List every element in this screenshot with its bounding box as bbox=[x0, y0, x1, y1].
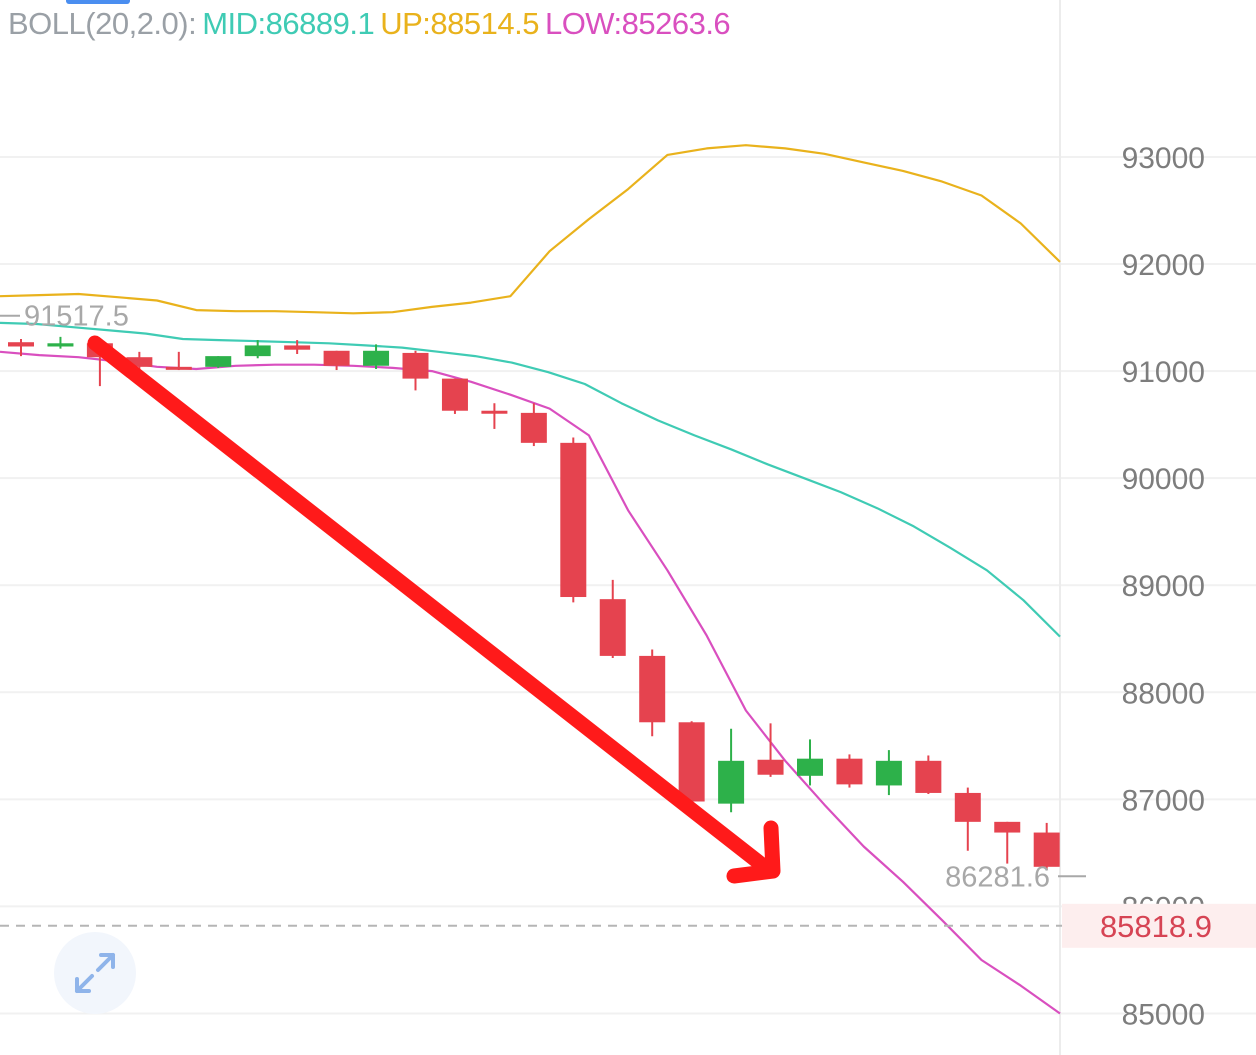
candle-body bbox=[718, 760, 745, 804]
boll-upper-line bbox=[0, 144, 1061, 315]
candle-body bbox=[599, 599, 626, 656]
expand-chart-button[interactable] bbox=[54, 932, 136, 1014]
candle-body bbox=[757, 759, 784, 775]
candle-body bbox=[441, 378, 468, 411]
candle-11 bbox=[402, 350, 429, 391]
candle-17 bbox=[639, 649, 666, 737]
candle-body bbox=[323, 350, 350, 366]
candle-9 bbox=[323, 350, 350, 371]
candle-1 bbox=[8, 339, 34, 357]
candle-body bbox=[678, 722, 705, 802]
candle-4 bbox=[126, 351, 153, 369]
candlesticks bbox=[8, 336, 1060, 871]
price-axis: 9300092000910009000089000880008700086000… bbox=[1122, 142, 1205, 1031]
candle-body bbox=[1033, 832, 1060, 867]
price-tick-90000: 90000 bbox=[1122, 463, 1205, 496]
price-tick-93000: 93000 bbox=[1122, 142, 1205, 175]
candle-14 bbox=[520, 403, 547, 447]
price-tick-92000: 92000 bbox=[1122, 249, 1205, 282]
candle-27 bbox=[1033, 822, 1060, 871]
candle-body bbox=[244, 345, 271, 357]
candle-body bbox=[520, 412, 547, 443]
candle-26 bbox=[994, 821, 1021, 864]
candle-body bbox=[402, 352, 429, 379]
candle-body bbox=[284, 345, 311, 350]
candle-5 bbox=[165, 351, 192, 371]
candle-19 bbox=[718, 728, 745, 813]
candle-body bbox=[994, 821, 1021, 833]
boll-upper-value: UP:88514.5 bbox=[380, 6, 539, 41]
candle-body bbox=[560, 442, 587, 598]
boll-lower-value: LOW:85263.6 bbox=[544, 6, 731, 41]
candle-body bbox=[875, 760, 902, 786]
candle-body bbox=[126, 357, 153, 367]
candle-23 bbox=[875, 750, 902, 796]
bollinger-bands bbox=[0, 144, 1061, 1015]
downtrend-arrow bbox=[87, 335, 781, 884]
price-tick-87000: 87000 bbox=[1122, 784, 1205, 817]
downtrend-arrow-shaft bbox=[87, 335, 774, 876]
boll-indicator-header: BOLL(20,2.0): MID:86889.1 UP:88514.5 LOW:85… bbox=[8, 6, 736, 42]
current-price-label: 85818.9 bbox=[1100, 909, 1212, 944]
grid-lines bbox=[0, 156, 1256, 1015]
candle-21 bbox=[797, 739, 823, 786]
price-tick-89000: 89000 bbox=[1122, 570, 1205, 603]
candle-body bbox=[836, 758, 863, 785]
candle-13 bbox=[481, 403, 508, 429]
boll-indicator-name: BOLL(20,2.0): bbox=[8, 6, 197, 41]
candle-10 bbox=[363, 344, 390, 369]
price-tick-85000: 85000 bbox=[1122, 998, 1205, 1031]
candle-7 bbox=[244, 340, 271, 359]
candle-8 bbox=[284, 340, 311, 354]
candle-18 bbox=[678, 721, 705, 804]
candle-12 bbox=[441, 378, 468, 414]
candle-body bbox=[481, 410, 508, 414]
candle-body bbox=[954, 792, 981, 822]
candle-24 bbox=[915, 755, 942, 795]
candle-2 bbox=[47, 336, 74, 349]
candle-22 bbox=[836, 754, 863, 788]
candle-25 bbox=[954, 787, 981, 851]
candle-16 bbox=[599, 579, 626, 659]
downtrend-arrow-head bbox=[726, 820, 781, 884]
candle-body bbox=[205, 356, 232, 367]
low-marker-label: 86281.6 bbox=[945, 861, 1050, 893]
candle-body bbox=[165, 366, 192, 370]
high-marker-label: 91517.5 bbox=[24, 301, 129, 333]
candle-20 bbox=[757, 723, 784, 777]
candle-15 bbox=[560, 437, 587, 603]
candle-body bbox=[797, 758, 823, 776]
current-price-box bbox=[1062, 903, 1256, 948]
candle-body bbox=[363, 350, 390, 366]
boll-mid-value: MID:86889.1 bbox=[202, 6, 375, 41]
candle-body bbox=[8, 342, 34, 347]
candle-body bbox=[47, 343, 74, 347]
price-tick-91000: 91000 bbox=[1122, 356, 1205, 389]
candle-body bbox=[639, 655, 666, 723]
candle-body bbox=[915, 760, 942, 793]
candle-6 bbox=[205, 356, 232, 368]
boll-mid-line bbox=[0, 321, 1061, 638]
expand-icon bbox=[75, 953, 115, 993]
active-tab-indicator bbox=[66, 0, 130, 4]
price-tick-88000: 88000 bbox=[1122, 677, 1205, 710]
